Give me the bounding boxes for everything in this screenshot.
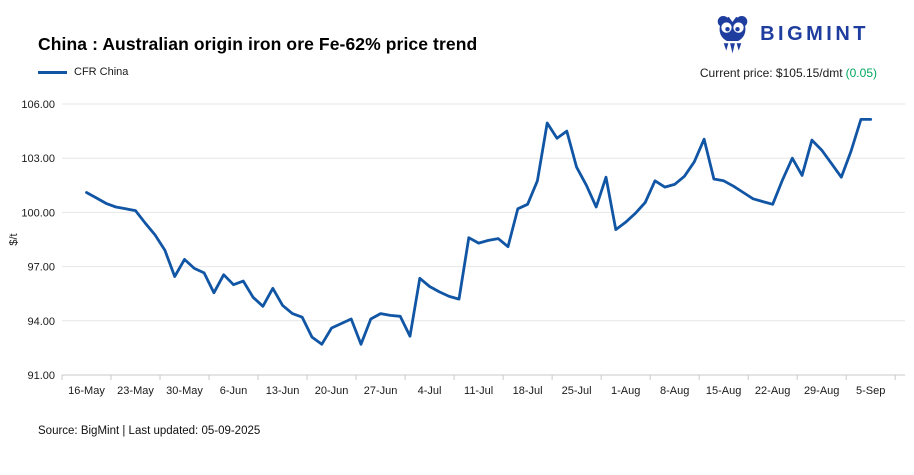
price-chart-svg: 91.00 94.00 97.00 100.00 103.00 106.00 16-May 2… [8,99,905,397]
bigmint-owl-icon [717,13,748,54]
y-tick-label: 94.00 [27,316,55,328]
y-tick-label: 97.00 [27,262,55,274]
y-axis-title: $/t [8,233,20,245]
x-tick-label: 22-Aug [755,385,790,397]
x-tick-label: 27-Jun [364,385,398,397]
x-tick-label: 11-Jul [464,385,493,397]
y-tick-label: 91.00 [27,370,55,382]
x-tick-label: 5-Sep [856,385,885,397]
x-tick-label: 25-Jul [562,385,592,397]
x-tick-label: 23-May [117,385,154,397]
x-tick-label: 8-Aug [660,385,689,397]
x-tick-label: 30-May [166,385,203,397]
price-line-series [85,118,873,346]
page-title: China : Australian origin iron ore Fe-62… [38,34,478,54]
x-tick-label: 13-Jun [266,385,300,397]
y-tick-label: 106.00 [21,99,55,111]
x-tick-label: 1-Aug [611,385,640,397]
x-tick-label: 15-Aug [706,385,741,397]
x-tick-label: 18-Jul [513,385,543,397]
x-tick-label: 20-Jun [315,385,349,397]
y-tick-label: 100.00 [21,207,55,219]
current-price-text: Current price: $105.15/dmt [699,66,843,80]
x-tick-label: 16-May [68,385,105,397]
x-tick-label: 6-Jun [220,385,248,397]
bigmint-logo: BIGMINT [714,13,869,55]
x-tick-label: 4-Jul [418,385,442,397]
source-note: Source: BigMint | Last updated: 05-09-20… [38,425,261,437]
current-price: Current price: $105.15/dmt (0.05) [700,66,877,80]
bigmint-logo-text: BIGMINT [760,22,869,45]
legend-label: CFR China [74,66,129,78]
current-price-change: (0.05) [845,66,877,80]
chart-area: 91.00 94.00 97.00 100.00 103.00 106.00 16-May 2… [0,86,914,421]
legend-line-swatch [38,70,67,74]
x-tick-label: 29-Aug [804,385,839,397]
legend-item-cfr-china[interactable]: CFR China [38,66,128,78]
y-tick-label: 103.00 [21,153,55,165]
